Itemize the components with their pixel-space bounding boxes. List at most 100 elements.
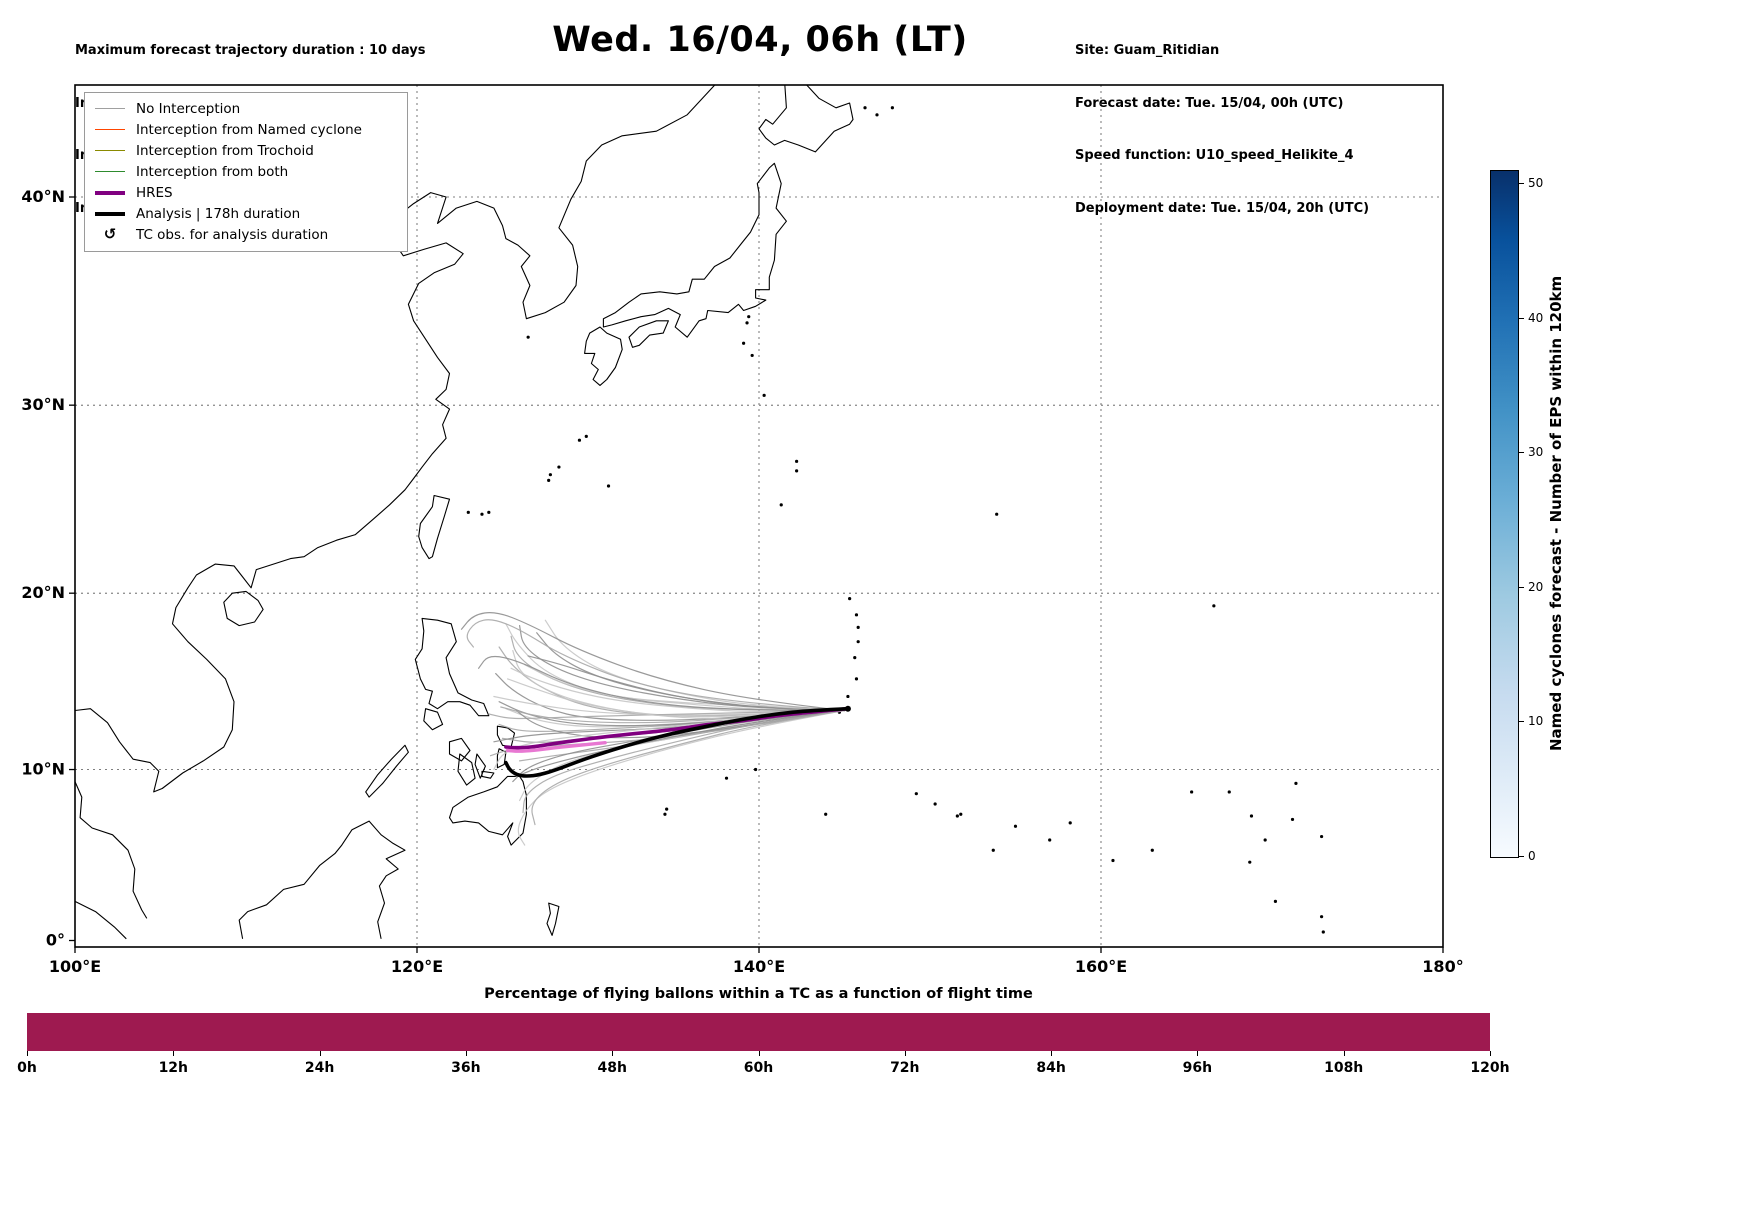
site-line: Deployment date: Tue. 15/04, 20h (UTC)	[1075, 200, 1370, 216]
bottom-axis-tick-label: 48h	[597, 1060, 627, 1076]
island-dot	[890, 106, 894, 110]
island-dot	[526, 335, 530, 339]
eps-trajectory	[522, 709, 846, 814]
bottom-axis-tick-label: 96h	[1182, 1060, 1213, 1076]
island-dot	[1111, 858, 1115, 863]
eps-trajectory	[517, 709, 846, 846]
legend-item: ↺ TC obs. for analysis duration	[95, 224, 397, 245]
legend-line-swatch	[95, 170, 125, 173]
legend-label: Interception from Named cyclone	[136, 121, 362, 138]
island-dot	[665, 807, 669, 811]
bottom-axis-tick	[904, 1051, 906, 1056]
legend-item: Interception from both	[95, 161, 397, 182]
lon-tick-label: 100°E	[49, 957, 101, 976]
legend-label: HRES	[136, 184, 173, 201]
island-dot	[745, 321, 749, 325]
island-dot	[548, 473, 552, 477]
island-dot	[955, 814, 959, 818]
colorbar-tick-label: 10	[1528, 714, 1544, 729]
island-dot	[557, 465, 561, 469]
eps-trajectory	[524, 664, 846, 712]
island-dot	[480, 512, 484, 516]
legend-item: HRES	[95, 182, 397, 203]
island-dot	[1263, 838, 1267, 842]
coastline	[418, 494, 451, 560]
eps-trajectory	[488, 709, 846, 720]
tc-start-marker	[844, 705, 851, 712]
eps-trajectory	[519, 625, 846, 712]
bottom-axis-tick	[27, 1051, 28, 1056]
coastline	[448, 737, 471, 762]
eps-trajectory	[531, 709, 846, 826]
coastline	[758, 85, 854, 153]
colorbar-tick	[1518, 586, 1524, 588]
bottom-axis-tick	[1197, 1051, 1199, 1056]
lat-tick-label: 40°N	[21, 187, 65, 206]
coastline	[584, 326, 623, 386]
legend-label: No Interception	[136, 100, 241, 117]
island-dot	[487, 510, 491, 514]
colorbar-tick-label: 30	[1528, 445, 1544, 460]
island-dot	[1273, 899, 1278, 903]
island-dot	[1319, 915, 1324, 919]
island-dot	[856, 640, 860, 644]
island-dot	[795, 459, 799, 463]
island-dot	[1319, 834, 1324, 839]
lon-tick-label: 120°E	[391, 957, 443, 976]
island-dot	[577, 438, 582, 442]
bottom-axis-tick	[1343, 1051, 1345, 1056]
hres-interception-segment	[505, 741, 607, 753]
coastline	[75, 900, 127, 940]
coastline	[474, 753, 486, 779]
island-dot	[863, 106, 867, 110]
bottom-axis-tick-label: 60h	[743, 1060, 774, 1076]
eps-trajectory	[466, 619, 846, 712]
legend-line-swatch	[95, 190, 125, 195]
island-dot	[724, 776, 729, 780]
tc-percentage-bar	[27, 1013, 1490, 1051]
island-dot	[606, 484, 611, 488]
island-dot	[750, 353, 754, 358]
coastline	[496, 725, 516, 748]
bottom-axis-tick	[465, 1051, 467, 1056]
eps-trajectory	[544, 619, 846, 712]
lat-tick-label: 30°N	[21, 395, 65, 414]
colorbar-tick	[1518, 452, 1524, 454]
island-dot	[848, 597, 852, 601]
bottom-axis-tick-label: 12h	[158, 1060, 189, 1076]
eps-trajectory	[510, 667, 846, 712]
colorbar-tick-label: 0	[1528, 849, 1536, 863]
island-dot	[846, 694, 850, 699]
island-dot	[1150, 848, 1154, 852]
lat-tick-label: 0°	[46, 931, 65, 950]
bottom-axis-tick	[173, 1051, 175, 1056]
colorbar-tick	[1518, 317, 1524, 319]
tc-obs-icon: ↺	[103, 225, 117, 243]
eps-trajectory	[493, 695, 846, 716]
coastline	[602, 162, 787, 338]
coastline	[423, 708, 444, 731]
island-dot	[1290, 817, 1295, 822]
legend-label: Interception from Trochoid	[136, 142, 314, 159]
site-line: Forecast date: Tue. 15/04, 00h (UTC)	[1075, 95, 1344, 111]
bottom-axis-tick	[1490, 1051, 1491, 1056]
island-dot	[1248, 860, 1252, 864]
colorbar-tick-label: 40	[1528, 310, 1544, 325]
coastline	[75, 85, 716, 793]
island-dot	[584, 434, 588, 438]
site-line: Site: Guam_Ritidian	[1075, 43, 1220, 58]
config-line: Maximum forecast trajectory duration : 1…	[75, 43, 426, 58]
island-dot	[991, 848, 995, 852]
colorbar-tick	[1518, 721, 1524, 723]
eps-trajectory	[510, 635, 846, 712]
colorbar-tick	[1518, 183, 1524, 185]
eps-trajectory	[460, 612, 846, 712]
island-dot	[854, 677, 859, 681]
island-dot	[466, 510, 470, 514]
island-dot	[1068, 821, 1072, 825]
bottom-axis-tick-label: 72h	[890, 1060, 920, 1076]
bottom-axis-tick	[1051, 1051, 1053, 1056]
colorbar-tick-label: 20	[1528, 579, 1544, 594]
island-dot	[856, 625, 860, 629]
